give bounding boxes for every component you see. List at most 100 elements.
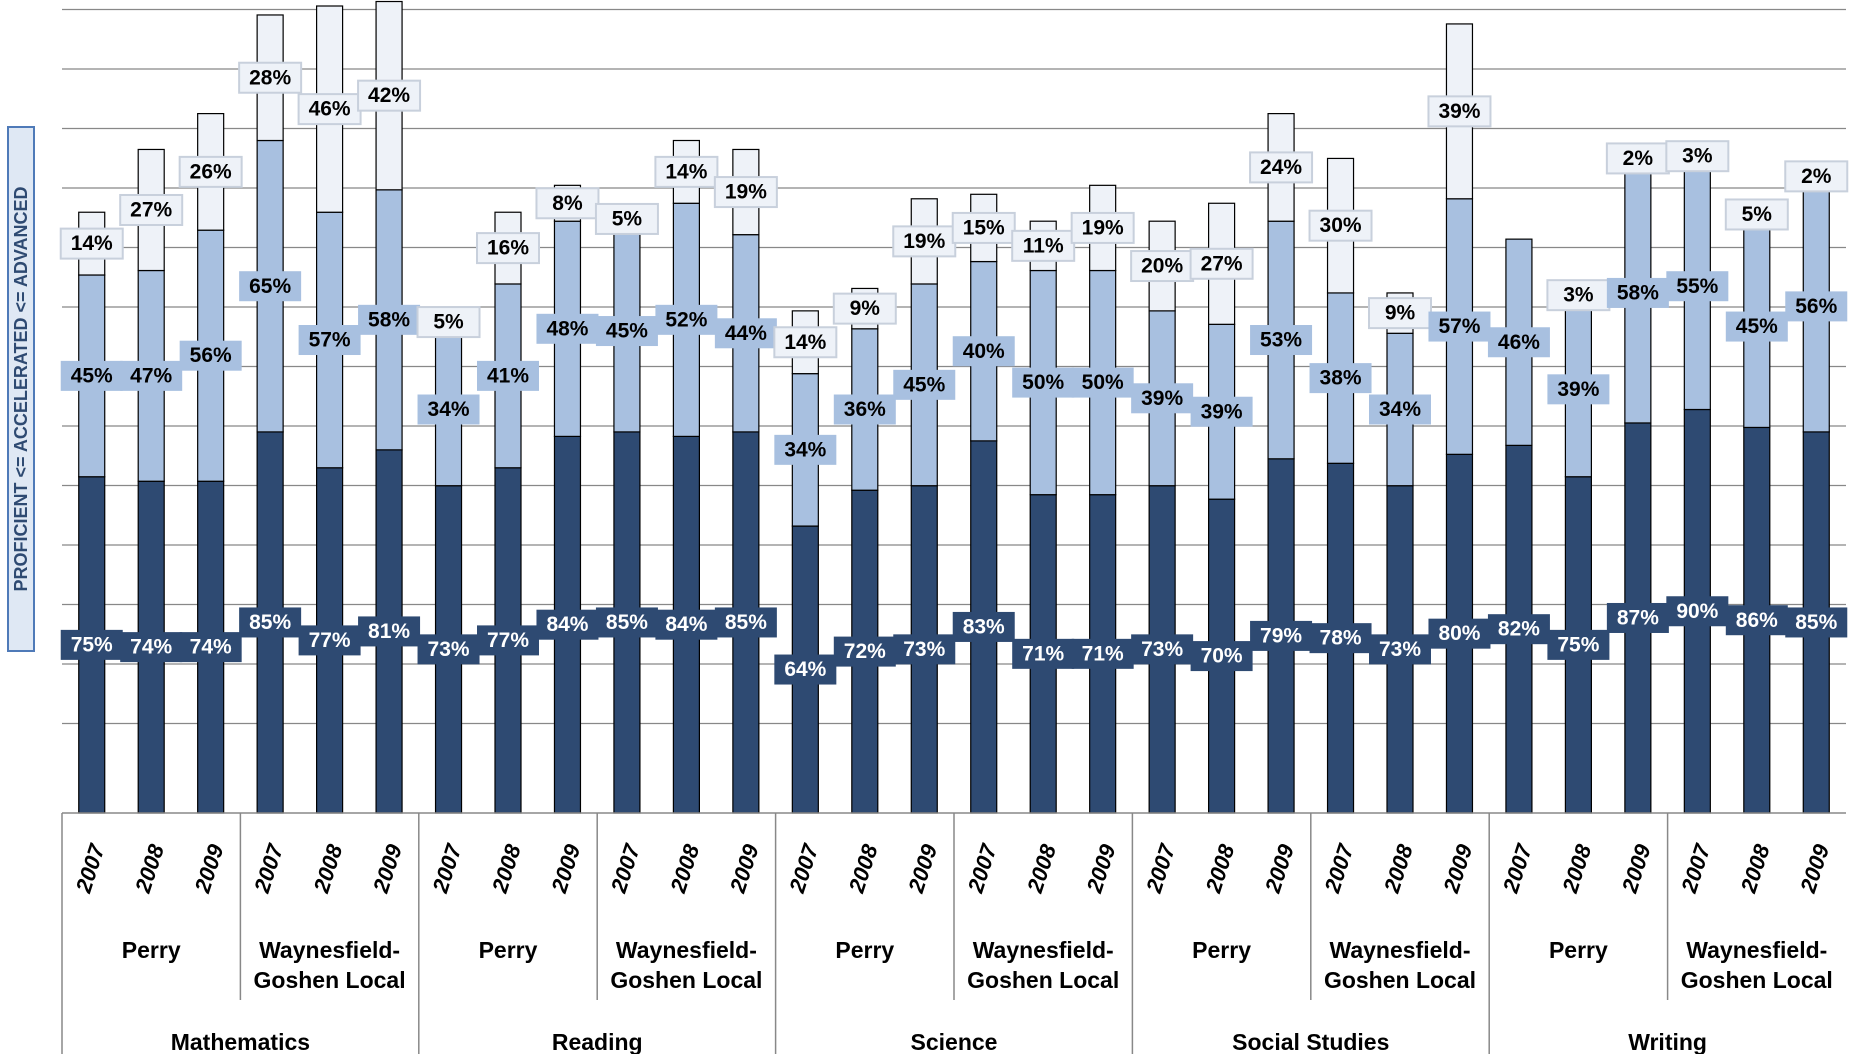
label-box [1071, 638, 1134, 669]
data-label: 77% [487, 629, 529, 652]
data-label: 50% [1082, 371, 1124, 394]
group-label: Waynesfield-Goshen Local [1680, 937, 1833, 993]
label-box [655, 609, 718, 640]
label-box [1785, 607, 1848, 638]
data-label: 46% [309, 98, 351, 121]
data-label: 85% [725, 611, 767, 634]
group-label: Perry [1548, 937, 1608, 963]
data-label: 56% [190, 344, 232, 367]
data-label: 85% [606, 611, 648, 634]
label-box [297, 93, 362, 126]
data-label: 52% [665, 308, 707, 331]
subject-label: Writing [1628, 1029, 1707, 1054]
data-label: 39% [1438, 100, 1480, 123]
data-label: 36% [844, 398, 886, 421]
data-label: 90% [1676, 600, 1718, 623]
label-box [1190, 396, 1253, 427]
label-box [1070, 211, 1135, 244]
label-box [595, 607, 658, 638]
subject-label: Social Studies [1232, 1029, 1390, 1054]
label-box [1428, 311, 1491, 342]
y-axis-title: PROFICIENT <= ACCELERATED <= ADVANCED [11, 186, 31, 591]
data-label: 26% [190, 160, 232, 183]
subject-label: Mathematics [170, 1029, 311, 1054]
x-tick-label: 2009 [189, 841, 228, 897]
label-box [1487, 327, 1550, 358]
group-label: Waynesfield-Goshen Local [253, 937, 406, 993]
data-label: 19% [1082, 216, 1124, 239]
label-box [178, 155, 243, 188]
label-box [833, 636, 896, 667]
x-tick-label: 2008 [1379, 841, 1418, 897]
x-tick-label: 2007 [1141, 840, 1181, 897]
y-axis-title-group: PROFICIENT <= ACCELERATED <= ADVANCED [7, 126, 35, 652]
data-label: 57% [1438, 315, 1480, 338]
data-label: 64% [784, 658, 826, 681]
data-label: 45% [71, 364, 113, 387]
data-label: 19% [725, 181, 767, 204]
data-label: 75% [1557, 633, 1599, 656]
data-label: 71% [1022, 642, 1064, 665]
label-box [1131, 634, 1194, 665]
label-box [1189, 247, 1254, 280]
label-box [239, 607, 302, 638]
x-tick-label: 2007 [606, 840, 646, 897]
data-label: 45% [1736, 315, 1778, 338]
label-box [536, 313, 599, 344]
label-box [536, 609, 599, 640]
label-box [952, 611, 1015, 642]
data-label: 39% [1141, 387, 1183, 410]
data-label: 74% [190, 636, 232, 659]
label-box [476, 232, 540, 265]
data-label: 34% [1379, 398, 1421, 421]
data-label: 5% [612, 208, 643, 231]
data-label: 73% [428, 638, 470, 661]
x-tick-label: 2008 [308, 841, 347, 897]
label-box [1130, 250, 1195, 283]
label-box [1606, 277, 1669, 308]
data-label: 34% [428, 398, 470, 421]
label-box [1724, 198, 1789, 231]
label-box [893, 634, 956, 665]
x-tick-label: 2008 [1557, 841, 1596, 897]
label-box [417, 394, 480, 425]
x-tick-label: 2009 [1795, 841, 1834, 897]
label-box [60, 629, 123, 660]
label-box [951, 211, 1016, 244]
label-box [1665, 140, 1730, 173]
label-box [358, 616, 421, 647]
data-label: 58% [1617, 281, 1659, 304]
x-tick-label: 2009 [903, 841, 942, 897]
label-box [298, 625, 361, 656]
label-box [1666, 596, 1729, 627]
data-label: 53% [1260, 329, 1302, 352]
x-tick-label: 2008 [130, 841, 169, 897]
label-box [1249, 151, 1314, 184]
label-box [594, 202, 659, 235]
data-label: 46% [1498, 331, 1540, 354]
x-tick-label: 2008 [665, 841, 704, 897]
label-box [774, 434, 837, 465]
y-axis-title-box [7, 126, 35, 652]
data-label: 11% [1023, 234, 1064, 257]
data-label: 87% [1617, 607, 1659, 630]
x-tick-label: 2007 [1498, 840, 1538, 897]
data-label: 5% [433, 311, 464, 334]
group-label: Perry [835, 937, 895, 963]
x-tick-label: 2007 [784, 840, 824, 897]
data-label: 50% [1022, 371, 1064, 394]
label-box [595, 316, 658, 347]
data-label: 30% [1320, 214, 1362, 237]
x-tick-label: 2007 [1676, 840, 1716, 897]
label-box [774, 654, 837, 685]
data-label: 58% [368, 308, 410, 331]
data-label: 73% [903, 638, 945, 661]
group-label: Waynesfield-Goshen Local [1323, 937, 1477, 993]
data-label: 83% [963, 615, 1005, 638]
data-label: 5% [1742, 203, 1773, 226]
label-box [1546, 279, 1611, 312]
data-label: 2% [1801, 165, 1832, 188]
x-tick-label: 2007 [249, 840, 289, 897]
label-box [1071, 367, 1134, 398]
